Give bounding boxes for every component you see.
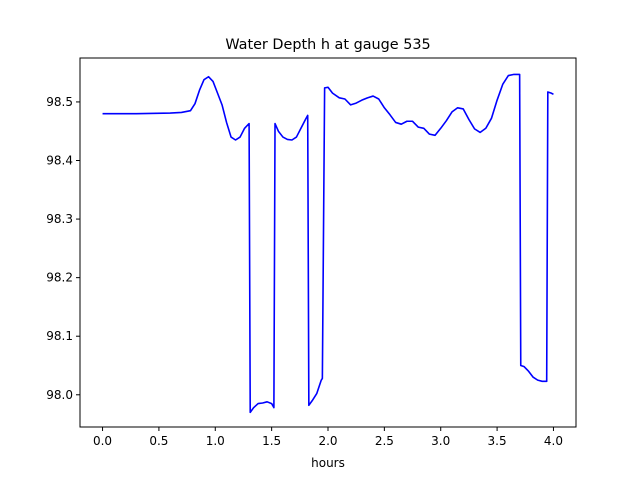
x-tick-label: 3.5	[488, 434, 507, 448]
y-tick-label: 98.3	[46, 212, 73, 226]
plot-frame	[79, 57, 577, 428]
y-tick-label: 98.1	[46, 329, 73, 343]
series-line-0	[102, 73, 554, 414]
plot-area	[102, 73, 554, 414]
x-axis-ticks: 0.0 0.5 1.0 1.5 2.0 2.5 3.0 3.5 4.0	[93, 427, 563, 448]
x-axis-label: hours	[311, 456, 345, 470]
y-tick-label: 98.0	[46, 388, 73, 402]
y-axis-ticks: 98.0 98.1 98.2 98.3 98.4 98.5	[46, 95, 80, 402]
chart-title: Water Depth h at gauge 535	[225, 37, 430, 53]
y-tick-label: 98.4	[46, 154, 73, 168]
x-tick-label: 2.5	[375, 434, 394, 448]
x-tick-label: 1.5	[262, 434, 281, 448]
y-tick-label: 98.2	[46, 271, 73, 285]
x-tick-label: 0.0	[93, 434, 112, 448]
x-tick-label: 3.0	[431, 434, 450, 448]
x-tick-label: 0.5	[149, 434, 168, 448]
x-tick-label: 2.0	[318, 434, 337, 448]
y-tick-label: 98.5	[46, 95, 73, 109]
x-tick-label: 1.0	[206, 434, 225, 448]
x-tick-label: 4.0	[544, 434, 563, 448]
